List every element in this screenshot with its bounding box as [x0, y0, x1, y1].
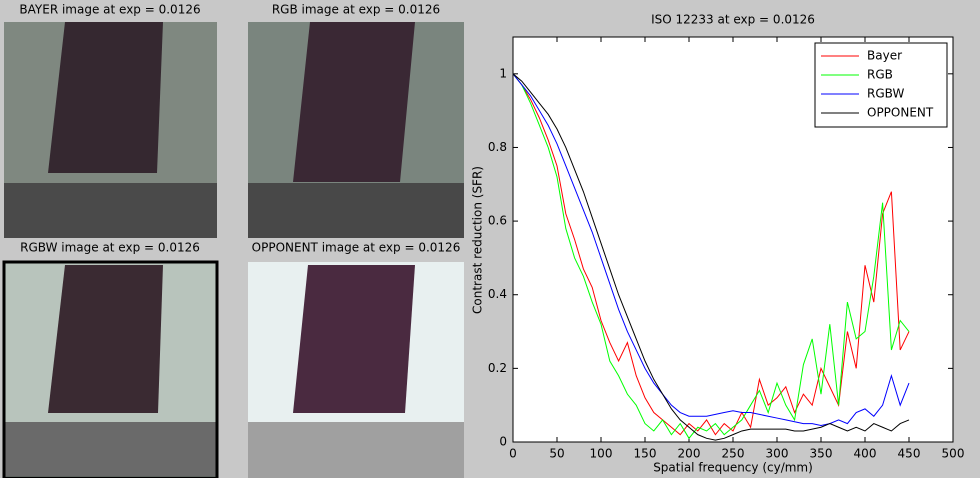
legend-label: RGBW [867, 87, 904, 101]
panel-title: RGBW image at exp = 0.0126 [20, 241, 200, 255]
chart-title: ISO 12233 at exp = 0.0126 [651, 13, 815, 27]
y-tick-label: 1 [499, 66, 507, 80]
series-line [512, 73, 910, 426]
panel-title: RGB image at exp = 0.0126 [272, 3, 440, 17]
x-tick-label: 300 [766, 447, 789, 461]
legend-label: Bayer [867, 49, 902, 63]
image-band [248, 422, 464, 478]
image-panel: BAYER image at exp = 0.0126 [4, 3, 217, 238]
image-shape [293, 265, 415, 413]
y-axis-label: Contrast reduction (SFR) [471, 166, 485, 314]
image-band [5, 422, 216, 476]
y-tick-label: 0.4 [488, 287, 507, 301]
image-panel: OPPONENT image at exp = 0.0126 [248, 241, 464, 478]
y-tick-label: 0 [499, 435, 507, 449]
x-tick-label: 250 [722, 447, 745, 461]
x-tick-label: 50 [549, 447, 564, 461]
image-panel: RGBW image at exp = 0.0126 [2, 241, 219, 478]
image-shape [48, 22, 163, 173]
y-tick-label: 0.8 [488, 140, 507, 154]
legend-label: OPPONENT [867, 106, 934, 120]
image-shape [293, 22, 415, 182]
x-tick-label: 0 [509, 447, 517, 461]
x-tick-label: 350 [810, 447, 833, 461]
legend-label: RGB [867, 68, 893, 82]
x-tick-label: 200 [678, 447, 701, 461]
y-tick-label: 0.2 [488, 361, 507, 375]
image-band [4, 183, 217, 238]
series-line [512, 73, 910, 440]
image-panel: RGB image at exp = 0.0126 [248, 3, 464, 238]
x-axis-label: Spatial frequency (cy/mm) [653, 461, 813, 475]
image-band [248, 183, 464, 238]
x-tick-label: 100 [590, 447, 613, 461]
x-tick-label: 400 [854, 447, 877, 461]
image-shape [48, 265, 163, 413]
x-tick-label: 450 [898, 447, 921, 461]
panel-title: BAYER image at exp = 0.0126 [19, 3, 200, 17]
x-tick-label: 500 [942, 447, 965, 461]
panel-title: OPPONENT image at exp = 0.0126 [252, 241, 461, 255]
y-tick-label: 0.6 [488, 214, 507, 228]
series-line [512, 73, 910, 441]
x-tick-label: 150 [634, 447, 657, 461]
